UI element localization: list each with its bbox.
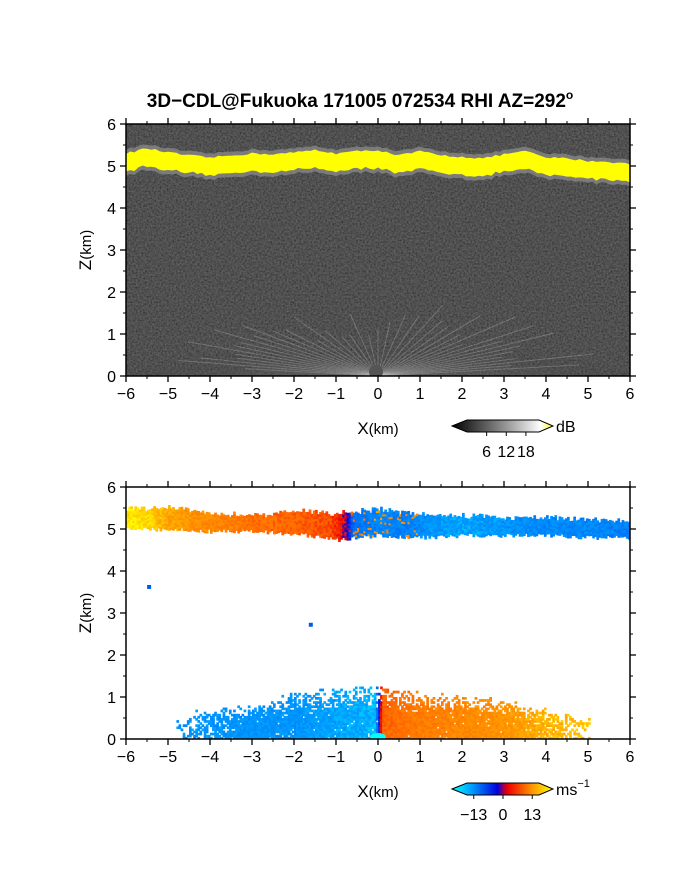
backscatter-ylabel: Z(km) (76, 230, 95, 270)
colorbar-tick-label: 6 (482, 444, 491, 461)
x-tick-label: −4 (201, 749, 219, 766)
x-tick-label: 3 (500, 386, 509, 403)
radar-site-marker (369, 365, 383, 376)
x-tick-label: −1 (327, 386, 345, 403)
velocity-xlabel: X(km) (357, 782, 398, 801)
velocity-colorbar-unit: ms−1 (556, 778, 590, 799)
x-tick-label: −5 (159, 386, 177, 403)
x-tick-label: 4 (542, 749, 551, 766)
x-tick-label: 2 (458, 749, 467, 766)
cloud-layer-backscatter (126, 148, 630, 183)
backscatter-ticks: −6 −5 −4 −3 −2 −1 0 1 2 3 4 5 6 0 1 2 3 4 5 6 (107, 117, 636, 403)
cloud-layer-velocity (126, 505, 630, 542)
x-tick-label: 0 (374, 749, 383, 766)
backscatter-xlabel: X(km) (357, 419, 398, 438)
backscatter-colorbar-unit: dB (556, 419, 576, 436)
y-tick-label: 4 (107, 201, 116, 218)
x-tick-label: 6 (626, 386, 635, 403)
x-tick-label: 0 (374, 386, 383, 403)
radar-site-velocity (370, 733, 386, 739)
velocity-ylabel: Z(km) (76, 593, 95, 633)
x-tick-label: 1 (416, 749, 425, 766)
colorbar-tick-label: 12 (497, 444, 515, 461)
x-tick-label: 3 (500, 749, 509, 766)
x-tick-label: 1 (416, 386, 425, 403)
y-tick-label: 2 (107, 648, 116, 665)
colorbar-tick-label: 0 (499, 807, 508, 824)
colorbar-tick-label: 13 (523, 807, 541, 824)
y-tick-label: 5 (107, 522, 116, 539)
boundary-layer-glow (128, 314, 628, 376)
isolated-returns (147, 584, 313, 627)
velocity-ticks: −6 −5 −4 −3 −2 −1 0 1 2 3 4 5 6 0 1 2 3 4 5 6 (107, 480, 636, 766)
x-tick-label: −2 (285, 386, 303, 403)
x-tick-label: 5 (584, 386, 593, 403)
chart-title: 3D−CDL@Fukuoka 171005 072534 RHI AZ=292o (147, 88, 574, 112)
y-tick-label: 3 (107, 243, 116, 260)
y-tick-label: 6 (107, 480, 116, 497)
x-tick-label: −2 (285, 749, 303, 766)
x-tick-label: −1 (327, 749, 345, 766)
velocity-panel: −6 −5 −4 −3 −2 −1 0 1 2 3 4 5 6 0 1 2 3 4 5 6 Z(km) X(km) m… (76, 480, 636, 824)
y-tick-label: 0 (107, 732, 116, 749)
x-tick-label: −3 (243, 749, 261, 766)
x-tick-label: −3 (243, 386, 261, 403)
colorbar-tick-label: −13 (460, 807, 487, 824)
x-tick-label: 2 (458, 386, 467, 403)
x-tick-label: −6 (117, 386, 135, 403)
velocity-colorbar: ms−1 −13 0 13 (450, 778, 590, 824)
x-tick-label: −5 (159, 749, 177, 766)
y-tick-label: 6 (107, 117, 116, 134)
y-tick-label: 0 (107, 369, 116, 386)
colorbar-tick-label: 18 (517, 444, 535, 461)
y-tick-label: 1 (107, 690, 116, 707)
y-tick-label: 2 (107, 285, 116, 302)
x-tick-label: −4 (201, 386, 219, 403)
boundary-layer-rays (177, 304, 594, 376)
y-tick-label: 4 (107, 564, 116, 581)
y-tick-label: 1 (107, 327, 116, 344)
y-tick-label: 5 (107, 159, 116, 176)
isolated-return-point (147, 584, 152, 589)
x-tick-label: 6 (626, 749, 635, 766)
y-tick-label: 3 (107, 606, 116, 623)
x-tick-label: 4 (542, 386, 551, 403)
x-tick-label: 5 (584, 749, 593, 766)
x-tick-label: −6 (117, 749, 135, 766)
isolated-return-point (308, 622, 313, 627)
backscatter-colorbar: dB 6 12 18 (450, 419, 576, 461)
